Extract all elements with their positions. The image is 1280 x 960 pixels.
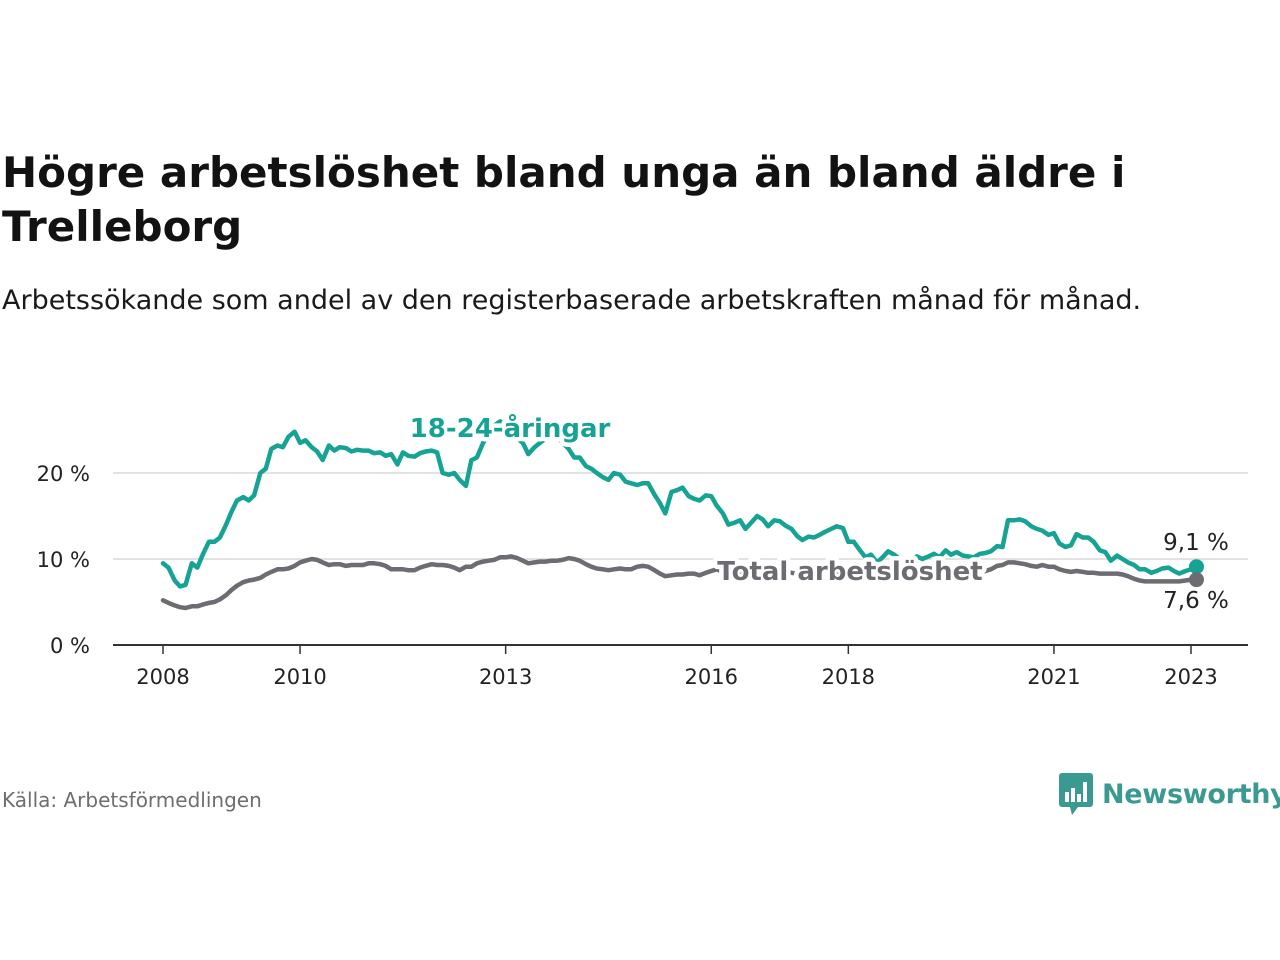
y-tick-label: 0 % xyxy=(50,634,90,658)
x-tick-label: 2008 xyxy=(136,665,189,689)
brand-logo: Newsworthy xyxy=(1058,772,1280,816)
line-chart: 0 %10 %20 %2008 2010 2013 2016 2018 2021 2023 … xyxy=(37,408,1248,689)
end-point-total xyxy=(1188,572,1204,588)
x-tick-label: 2016 xyxy=(685,665,738,689)
series-line-total xyxy=(160,554,1199,611)
axis-layer: 0 % 10 % 20 % 2008 2010 2013 2016 2018 2021 2023 xyxy=(37,462,1248,689)
y-tick-label: 20 % xyxy=(37,462,90,486)
brand-name: Newsworthy xyxy=(1102,778,1280,810)
series-line-youth xyxy=(160,419,1199,589)
x-tick-label: 2013 xyxy=(479,665,532,689)
series-label-youth: 18-24-åringar xyxy=(410,412,611,444)
x-tick-label: 2018 xyxy=(822,665,875,689)
end-point-youth xyxy=(1188,559,1204,575)
x-tick-label: 2021 xyxy=(1027,665,1080,689)
y-tick-label: 10 % xyxy=(37,548,90,572)
chart-subtitle: Arbetssökande som andel av den registerb… xyxy=(2,285,1142,316)
series-label-total: Total arbetslöshet xyxy=(717,557,982,587)
end-value-label-total: 7,6 % xyxy=(1163,588,1229,614)
grid-layer xyxy=(113,472,1248,560)
source-note: Källa: Arbetsförmedlingen xyxy=(2,788,262,812)
x-tick-label: 2023 xyxy=(1164,665,1217,689)
x-tick-label: 2010 xyxy=(273,665,326,689)
end-value-label-youth: 9,1 % xyxy=(1163,530,1229,556)
newsworthy-logo-icon xyxy=(1059,773,1093,815)
label-layer: 18-24-åringar Total arbetslöshet 9,1 % 7,6 … xyxy=(405,408,1229,615)
series-layer xyxy=(160,419,1204,611)
page-title: Högre arbetslöshet bland unga än bland ä… xyxy=(2,148,1126,251)
